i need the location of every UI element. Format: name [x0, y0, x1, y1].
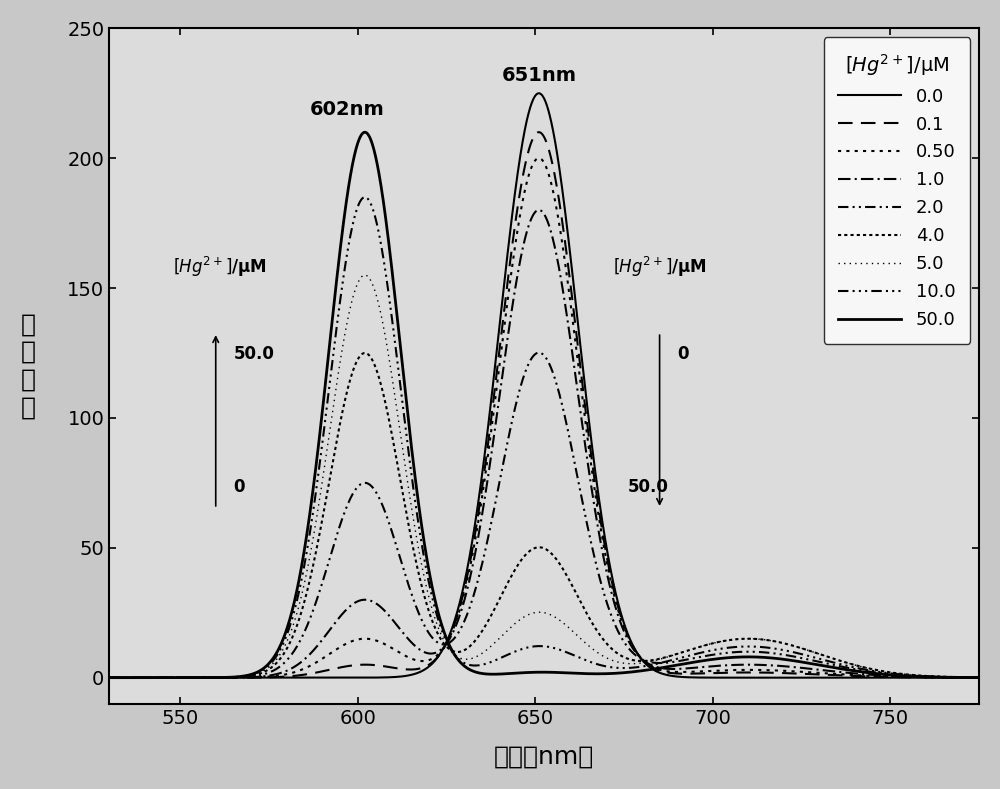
Text: $[Hg^{2+}]$/μM: $[Hg^{2+}]$/μM	[173, 255, 267, 279]
Text: 651nm: 651nm	[501, 66, 576, 85]
Text: 0: 0	[677, 346, 689, 363]
X-axis label: 波长（nm）: 波长（nm）	[494, 744, 594, 768]
Text: $[Hg^{2+}]$/μM: $[Hg^{2+}]$/μM	[613, 255, 707, 279]
Text: 50.0: 50.0	[628, 478, 669, 495]
Legend: 0.0, 0.1, 0.50, 1.0, 2.0, 4.0, 5.0, 10.0, 50.0: 0.0, 0.1, 0.50, 1.0, 2.0, 4.0, 5.0, 10.0…	[824, 37, 970, 343]
Y-axis label: 荧
光
强
度: 荧 光 强 度	[21, 312, 36, 420]
Text: 0: 0	[233, 478, 245, 495]
Text: 602nm: 602nm	[310, 100, 384, 119]
Text: 50.0: 50.0	[233, 346, 274, 363]
